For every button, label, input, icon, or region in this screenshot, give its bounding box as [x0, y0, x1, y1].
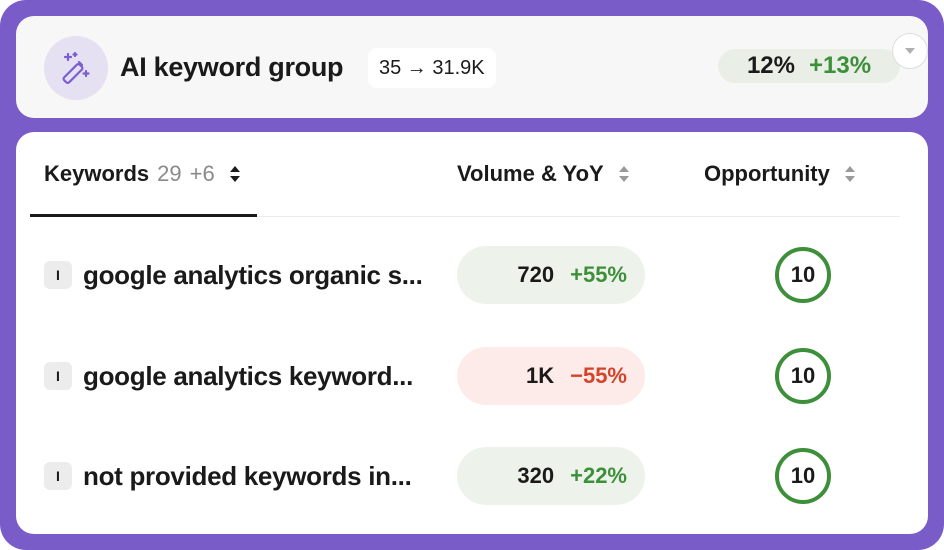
- opportunity-score: 10: [775, 247, 831, 303]
- volume-yoy-pill: 320 +22%: [457, 447, 645, 505]
- share-percent: 12%: [746, 52, 795, 79]
- keywords-count: 29: [157, 161, 182, 186]
- active-column-underline: [30, 214, 257, 217]
- share-delta: +13%: [808, 52, 872, 79]
- sort-icon[interactable]: [618, 165, 630, 183]
- volume-label: Volume & YoY: [457, 161, 604, 186]
- table-row[interactable]: I google analytics keyword... 1K −55% 10: [16, 347, 928, 405]
- volume-value: 720: [517, 262, 555, 287]
- share-chip: 12% +13%: [718, 49, 900, 83]
- keywords-table: Keywords 29 +6 Volume & YoY Opportunity …: [16, 132, 928, 534]
- header-divider: [30, 216, 900, 217]
- keyword-text[interactable]: not provided keywords in...: [83, 461, 412, 491]
- opportunity-score: 10: [775, 348, 831, 404]
- yoy-value: +22%: [570, 463, 627, 488]
- yoy-value: +55%: [570, 262, 627, 287]
- volume-yoy-pill: 720 +55%: [457, 246, 645, 304]
- sort-icon[interactable]: [844, 165, 856, 183]
- yoy-value: −55%: [570, 363, 627, 388]
- keywords-label: Keywords: [44, 161, 150, 186]
- keyword-group-header[interactable]: AI keyword group 35 → 31.9K 12% +13%: [16, 16, 928, 118]
- opportunity-score: 10: [775, 448, 831, 504]
- range-chip: 35 → 31.9K: [368, 48, 496, 88]
- column-header-keywords[interactable]: Keywords 29 +6: [44, 160, 241, 188]
- opportunity-label: Opportunity: [704, 161, 830, 186]
- intent-badge: I: [44, 261, 72, 289]
- table-row[interactable]: I not provided keywords in... 320 +22% 1…: [16, 447, 928, 505]
- chevron-down-icon: [905, 48, 915, 54]
- group-title: AI keyword group: [120, 52, 344, 82]
- volume-value: 1K: [525, 363, 555, 388]
- keywords-added: +6: [189, 161, 215, 186]
- table-row[interactable]: I google analytics organic s... 720 +55%…: [16, 246, 928, 304]
- column-header-volume[interactable]: Volume & YoY: [457, 160, 630, 188]
- magic-wand-icon: [44, 36, 108, 100]
- intent-badge: I: [44, 462, 72, 490]
- expand-button[interactable]: [892, 33, 928, 69]
- volume-value: 320: [517, 463, 555, 488]
- keyword-text[interactable]: google analytics organic s...: [83, 260, 423, 290]
- intent-badge: I: [44, 362, 72, 390]
- volume-yoy-pill: 1K −55%: [457, 347, 645, 405]
- keyword-text[interactable]: google analytics keyword...: [83, 361, 414, 391]
- sort-icon[interactable]: [229, 165, 241, 183]
- column-header-opportunity[interactable]: Opportunity: [704, 160, 856, 188]
